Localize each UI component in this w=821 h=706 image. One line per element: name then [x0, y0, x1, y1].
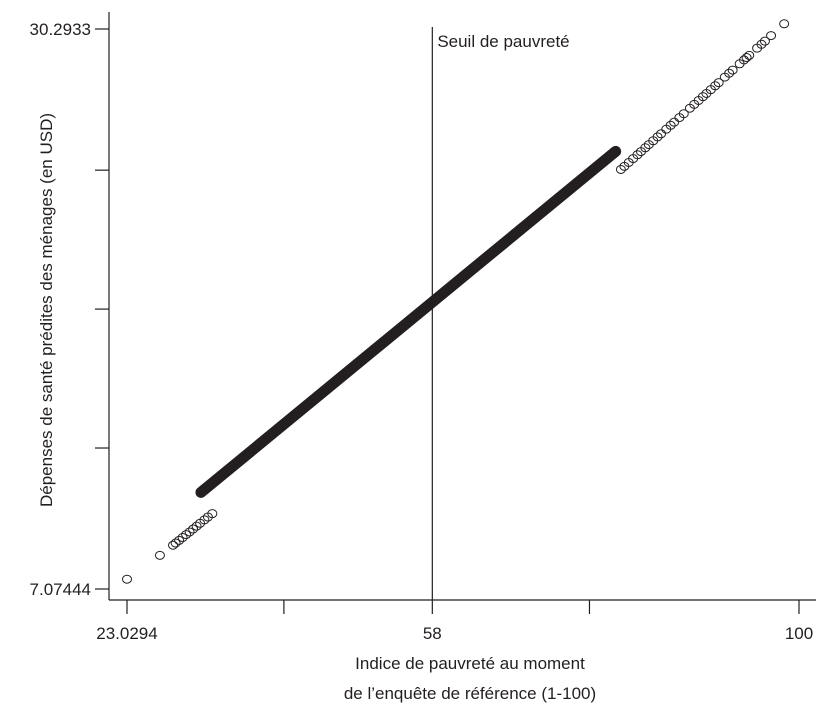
data-point-40 — [727, 65, 738, 75]
x-axis-title-line-2: de l’enquête de référence (1-100) — [344, 684, 596, 703]
data-point-13 — [207, 509, 218, 519]
data-point-23 — [652, 132, 663, 142]
data-point-39 — [724, 68, 735, 78]
data-point-18 — [632, 150, 643, 160]
data-point-9 — [191, 521, 202, 531]
y-tick-label-max: 30.2933 — [30, 20, 91, 39]
data-point-0 — [122, 574, 133, 584]
data-point-36 — [710, 81, 721, 91]
data-point-29 — [678, 109, 689, 119]
data-point-7 — [184, 527, 195, 537]
data-point-46 — [756, 39, 767, 49]
data-point-5 — [177, 532, 188, 542]
x-tick-label-max: 100 — [785, 624, 813, 643]
data-point-33 — [697, 92, 708, 102]
dense-points-band — [195, 145, 622, 498]
data-point-14 — [615, 164, 626, 174]
x-tick-label-threshold: 58 — [423, 624, 442, 643]
x-ticks — [126, 600, 800, 614]
y-ticks — [95, 28, 109, 590]
data-point-37 — [713, 78, 724, 88]
data-point-6 — [181, 530, 192, 540]
data-point-20 — [640, 143, 651, 153]
data-point-42 — [738, 55, 749, 65]
y-axis-title: Dépenses de santé prédites des ménages (… — [37, 113, 56, 507]
x-axis-title-line-1: Indice de pauvreté au moment — [355, 654, 585, 673]
data-point-8 — [188, 524, 199, 534]
x-tick-label-min: 23.0294 — [96, 624, 157, 643]
plot-layer — [122, 19, 790, 584]
data-point-1 — [154, 550, 165, 560]
poverty-threshold-label: Seuil de pauvreté — [437, 32, 569, 51]
data-point-47 — [759, 36, 770, 46]
data-point-44 — [744, 50, 755, 60]
data-point-4 — [174, 535, 185, 545]
data-point-49 — [779, 19, 790, 29]
axis-layer — [108, 12, 816, 601]
y-tick-label-min: 7.07444 — [30, 580, 91, 599]
data-point-43 — [741, 53, 752, 63]
data-point-26 — [665, 120, 676, 130]
data-point-24 — [656, 129, 667, 139]
data-point-11 — [199, 515, 210, 525]
data-point-2 — [168, 540, 179, 550]
data-point-48 — [766, 31, 777, 41]
data-point-3 — [170, 538, 181, 548]
data-point-27 — [669, 117, 680, 127]
